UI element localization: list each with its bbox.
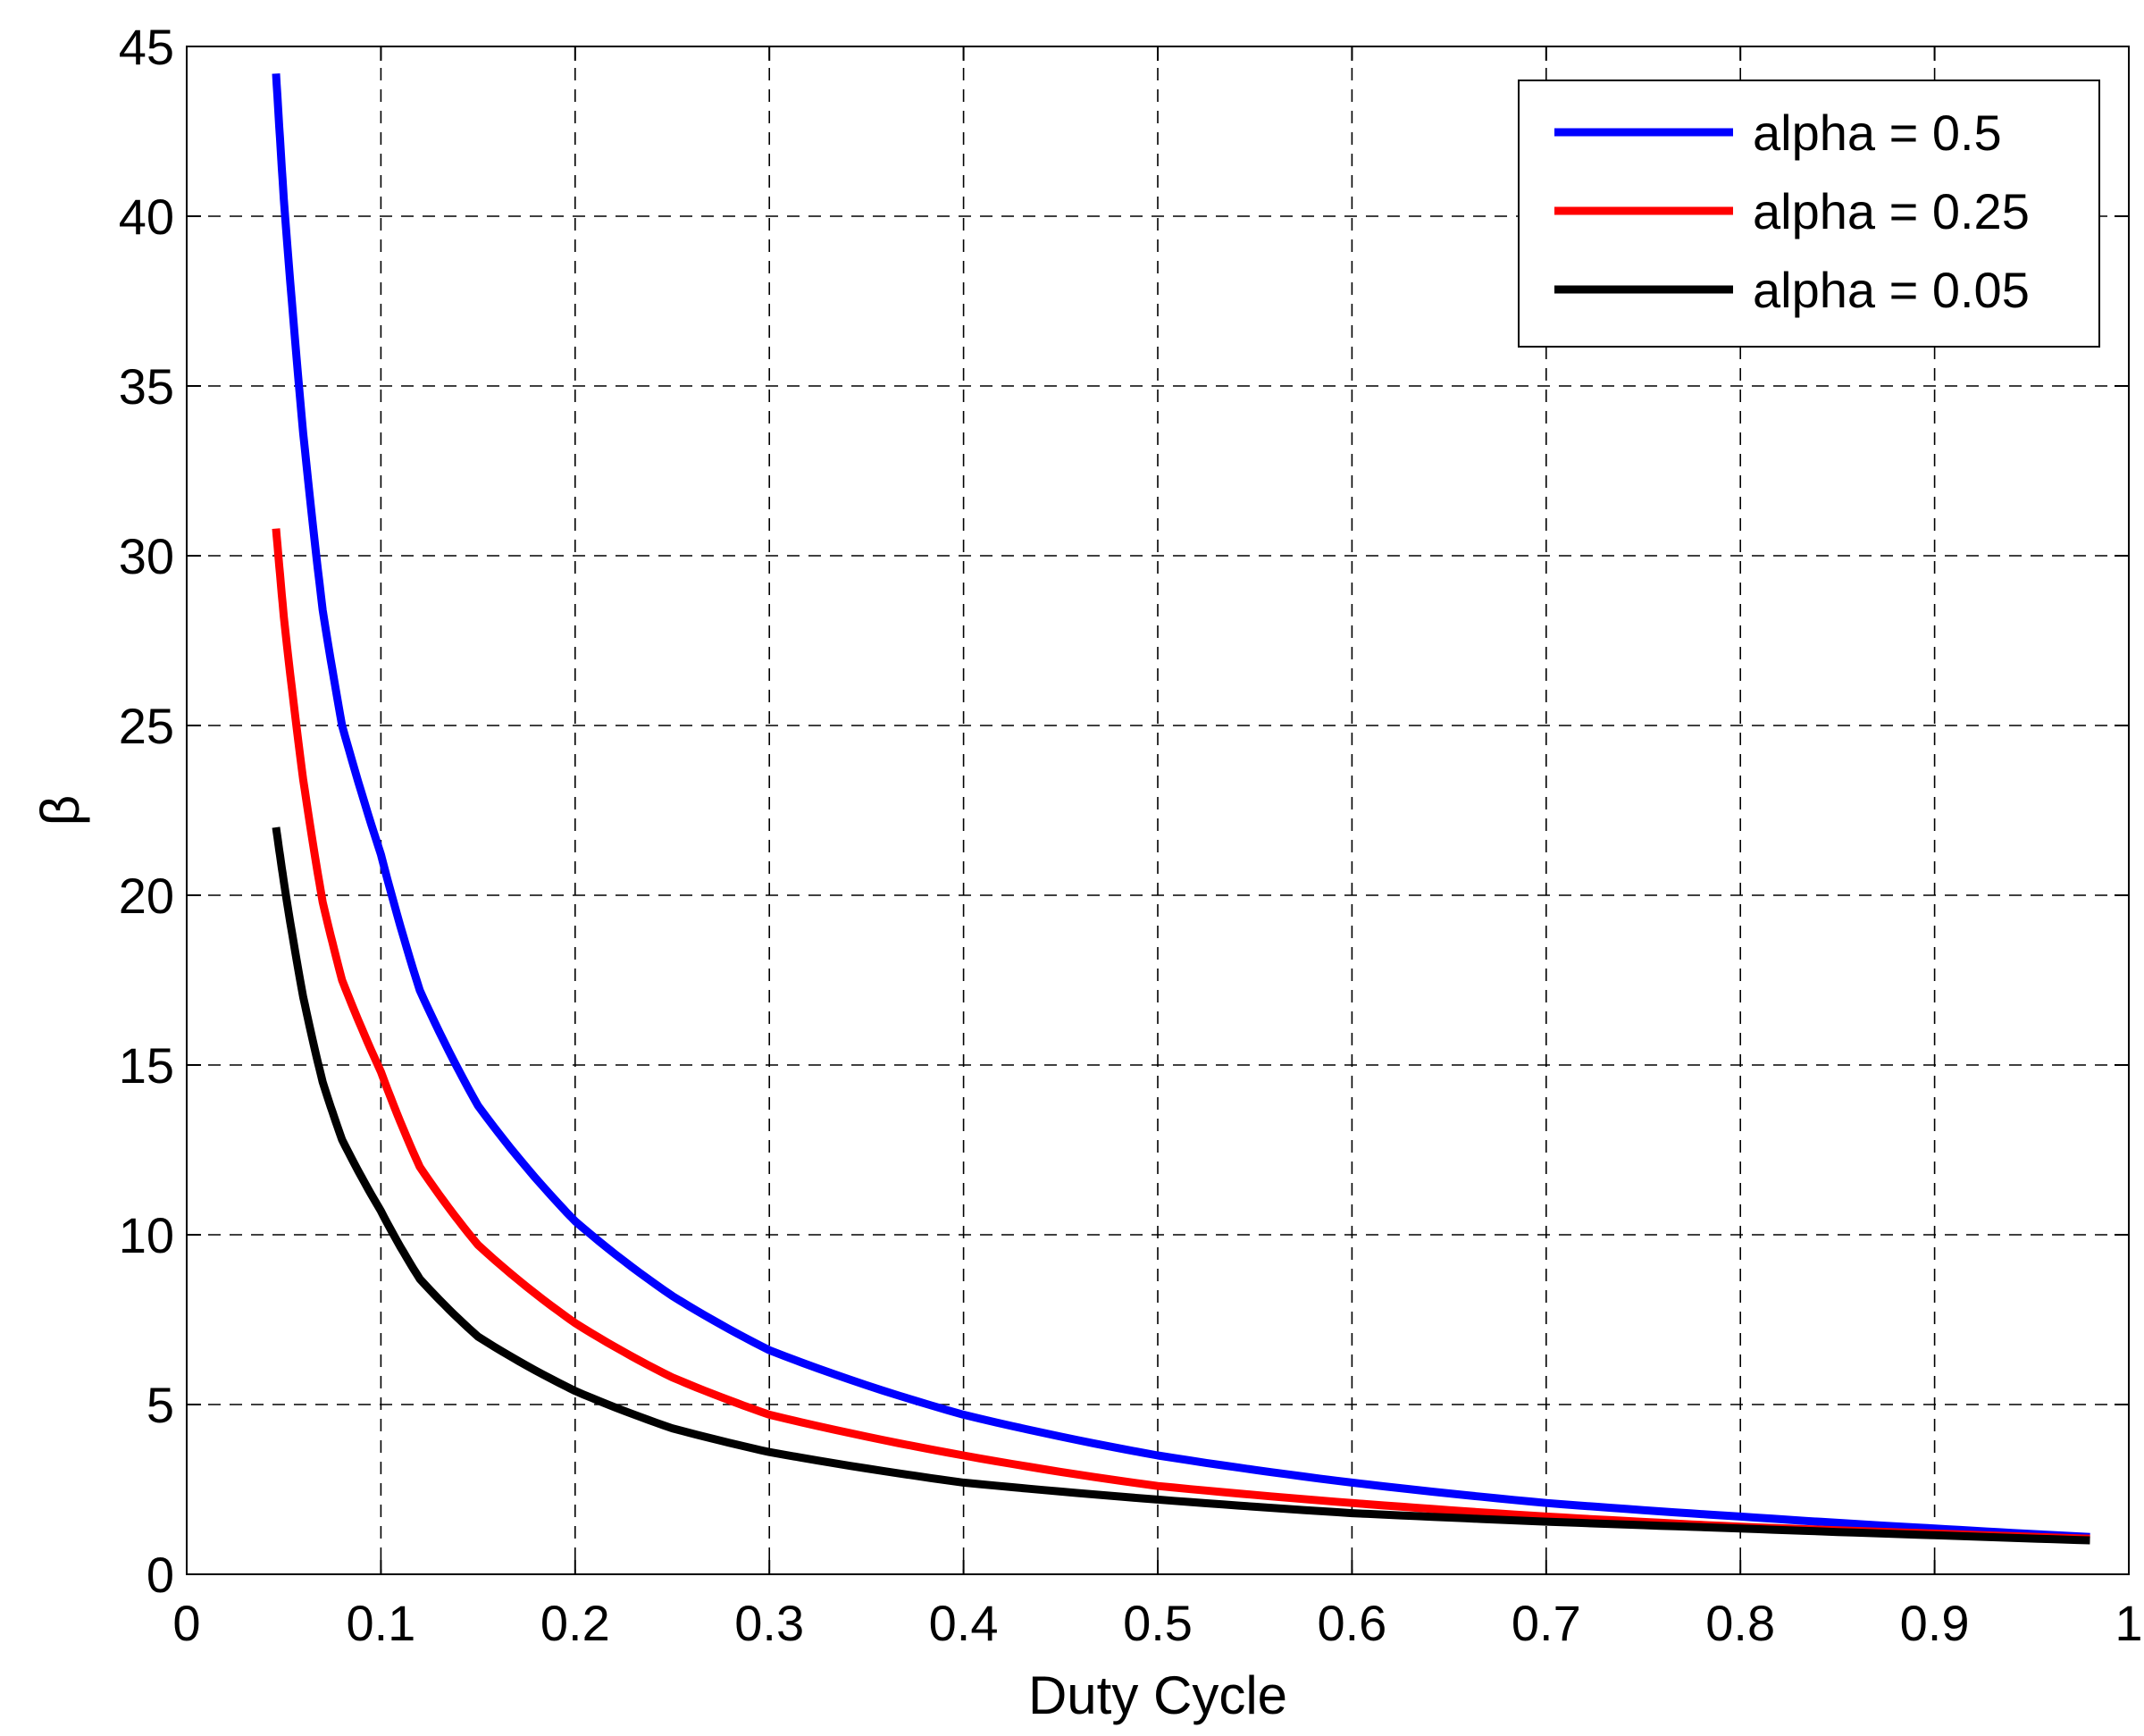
y-tick-label: 15 bbox=[119, 1037, 174, 1094]
legend-label: alpha = 0.5 bbox=[1753, 105, 2002, 161]
x-tick-label: 1 bbox=[2115, 1595, 2142, 1651]
x-axis-label: Duty Cycle bbox=[1028, 1665, 1287, 1725]
tick-labels: 0 0.1 0.2 0.3 0.4 0.5 0.6 0.7 0.8 0.9 105101520253… bbox=[119, 19, 2143, 1651]
x-tick-label: 0.7 bbox=[1512, 1595, 1581, 1651]
series-line bbox=[272, 528, 2090, 1543]
y-axis-label: β bbox=[30, 795, 90, 826]
y-tick-label: 5 bbox=[147, 1377, 174, 1433]
x-tick-label: 0.5 bbox=[1123, 1595, 1193, 1651]
series-line bbox=[272, 73, 2090, 1541]
axes bbox=[186, 46, 2130, 1575]
y-tick-label: 25 bbox=[119, 698, 174, 754]
x-tick-label: 0.1 bbox=[346, 1595, 415, 1651]
y-tick-label: 30 bbox=[119, 528, 174, 584]
y-tick-label: 40 bbox=[119, 189, 174, 245]
x-tick-label: 0 bbox=[172, 1595, 200, 1651]
legend-label: alpha = 0.05 bbox=[1753, 262, 2030, 318]
y-tick-label: 20 bbox=[119, 868, 174, 924]
y-tick-label: 35 bbox=[119, 358, 174, 415]
legend-label: alpha = 0.25 bbox=[1753, 183, 2030, 239]
y-tick-label: 10 bbox=[119, 1207, 174, 1263]
y-tick-label: 45 bbox=[119, 19, 174, 75]
x-tick-label: 0.6 bbox=[1317, 1595, 1386, 1651]
series-lines bbox=[272, 73, 2090, 1545]
legend: alpha = 0.5 alpha = 0.25 alpha = 0.05 bbox=[1518, 80, 2100, 348]
x-tick-label: 0.2 bbox=[540, 1595, 610, 1651]
plot-frame bbox=[186, 46, 2130, 1575]
x-tick-label: 0.9 bbox=[1900, 1595, 1970, 1651]
x-tick-label: 0.8 bbox=[1705, 1595, 1775, 1651]
x-tick-label: 0.4 bbox=[929, 1595, 999, 1651]
x-tick-label: 0.3 bbox=[734, 1595, 804, 1651]
series-line bbox=[272, 826, 2090, 1545]
y-tick-label: 0 bbox=[147, 1547, 174, 1603]
